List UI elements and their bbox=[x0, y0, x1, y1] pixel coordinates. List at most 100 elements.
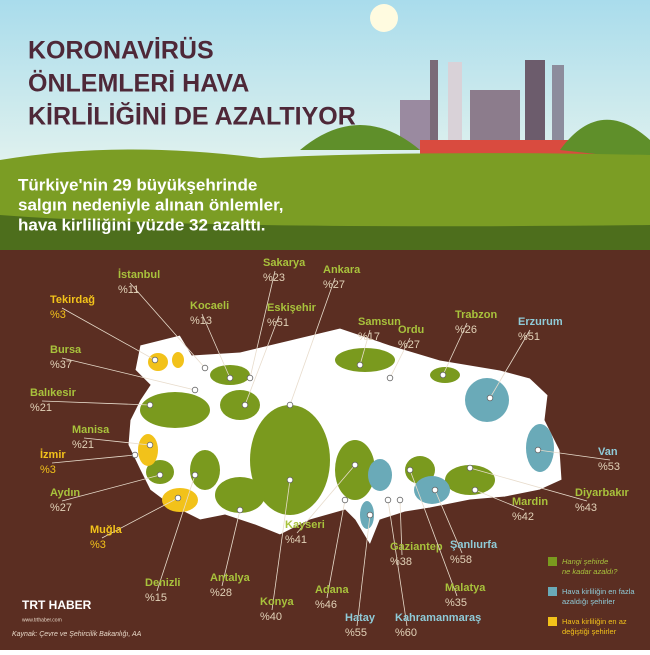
title-line: ÖNLEMLERİ HAVA bbox=[28, 69, 249, 98]
city-name: Kayseri bbox=[285, 519, 325, 531]
city-value: %15 bbox=[145, 592, 167, 604]
city-value: %27 bbox=[323, 279, 345, 291]
leader-line bbox=[489, 329, 531, 399]
source: Kaynak: Çevre ve Şehircilik Bakanlığı, A… bbox=[12, 631, 142, 638]
city-name: Gaziantep bbox=[390, 541, 443, 553]
city-name: Diyarbakır bbox=[575, 487, 630, 499]
title-line: KORONAVİRÜS bbox=[28, 36, 214, 65]
city-dot bbox=[191, 471, 199, 479]
city-dot bbox=[341, 496, 349, 504]
city-value: %26 bbox=[455, 324, 477, 336]
city-value: %13 bbox=[190, 315, 212, 327]
city-value: %58 bbox=[450, 554, 472, 566]
city-name: Kahramanmaraş bbox=[395, 612, 481, 624]
leader-line bbox=[156, 474, 196, 592]
city-labels: Tekirdağ %3 İstanbul %11 Sakarya %23 Ankara %27… bbox=[30, 257, 630, 639]
city-dot bbox=[146, 441, 154, 449]
leader-line bbox=[249, 270, 276, 379]
subtitle-line: salgın nedeniyle alınan önlemler, bbox=[18, 195, 283, 214]
leader-line bbox=[221, 509, 241, 587]
leader-line bbox=[387, 499, 408, 627]
leader-line bbox=[442, 322, 468, 376]
city-value: %37 bbox=[50, 359, 72, 371]
leader-line bbox=[61, 357, 196, 391]
city-name: Eskişehir bbox=[267, 302, 317, 314]
city-dot bbox=[439, 371, 447, 379]
leader-line bbox=[101, 497, 179, 539]
hill-shadow bbox=[0, 215, 650, 250]
legend-text: Hava kirliliğin en fazla bbox=[562, 587, 635, 596]
city-dot bbox=[431, 486, 439, 494]
city-name: Antalya bbox=[210, 572, 251, 584]
city-value: %41 bbox=[285, 534, 307, 546]
leader-line bbox=[296, 464, 356, 534]
city-name: İstanbul bbox=[118, 268, 160, 281]
logo: TRT HABER bbox=[22, 598, 92, 612]
city-dot bbox=[151, 356, 159, 364]
city-name: Ordu bbox=[398, 324, 424, 336]
leader-line bbox=[41, 400, 151, 406]
legend-text: Hangi şehirde bbox=[562, 557, 608, 566]
leader-line bbox=[469, 467, 588, 502]
leader-line bbox=[289, 277, 336, 406]
city-dot bbox=[366, 511, 374, 519]
leader-line bbox=[409, 469, 458, 597]
leader-line bbox=[326, 499, 346, 599]
city-name: Adana bbox=[315, 584, 350, 596]
legend-text: Hava kirliliğin en az bbox=[562, 617, 627, 626]
city-dot bbox=[534, 446, 542, 454]
city-value: %55 bbox=[345, 627, 367, 639]
leader-line bbox=[389, 337, 411, 379]
city-name: Sakarya bbox=[263, 257, 306, 269]
sun bbox=[370, 4, 398, 32]
city-value: %27 bbox=[398, 339, 420, 351]
city-dot bbox=[466, 464, 474, 472]
city-name: Muğla bbox=[90, 524, 123, 536]
leader-line bbox=[61, 307, 156, 361]
city-value: %53 bbox=[598, 461, 620, 473]
city-dot bbox=[201, 364, 209, 372]
city-dot bbox=[131, 451, 139, 459]
leader-line bbox=[537, 449, 611, 461]
leader-line bbox=[83, 437, 151, 446]
city-dot bbox=[286, 476, 294, 484]
city-dot bbox=[351, 461, 359, 469]
city-name: Van bbox=[598, 446, 618, 458]
city-name: Tekirdağ bbox=[50, 294, 95, 306]
city-name: Manisa bbox=[72, 424, 110, 436]
city-name: Trabzon bbox=[455, 309, 497, 321]
city-name: Ankara bbox=[323, 264, 361, 276]
leader-line bbox=[474, 489, 525, 511]
city-dot bbox=[386, 374, 394, 382]
leader-line bbox=[51, 454, 136, 464]
city-dot bbox=[174, 494, 182, 502]
city-value: %17 bbox=[358, 331, 380, 343]
city-dot bbox=[384, 496, 392, 504]
city-name: Aydın bbox=[50, 487, 80, 499]
city-value: %40 bbox=[260, 611, 282, 623]
title-line: KİRLİLİĞİNİ DE AZALTIYOR bbox=[28, 102, 356, 131]
city-name: Bursa bbox=[50, 344, 82, 356]
city-dot bbox=[471, 486, 479, 494]
city-value: %3 bbox=[90, 539, 106, 551]
city-name: Balıkesir bbox=[30, 387, 77, 399]
city-value: %21 bbox=[72, 439, 94, 451]
legend-swatch bbox=[548, 587, 557, 596]
subtitle-line: Türkiye'nin 29 büyükşehrinde bbox=[18, 175, 257, 194]
legend-text: azaldığı şehirler bbox=[562, 597, 615, 606]
factory bbox=[400, 60, 600, 158]
city-name: İzmir bbox=[40, 448, 66, 461]
city-name: Şanlıurfa bbox=[450, 539, 498, 551]
city-value: %51 bbox=[267, 317, 289, 329]
leader-line bbox=[61, 474, 161, 502]
city-dot bbox=[156, 471, 164, 479]
city-value: %23 bbox=[263, 272, 285, 284]
city-value: %28 bbox=[210, 587, 232, 599]
city-value: %43 bbox=[575, 502, 597, 514]
leader-line bbox=[129, 282, 206, 369]
city-name: Konya bbox=[260, 596, 295, 608]
legend-text: değiştiği şehirler bbox=[562, 627, 617, 636]
